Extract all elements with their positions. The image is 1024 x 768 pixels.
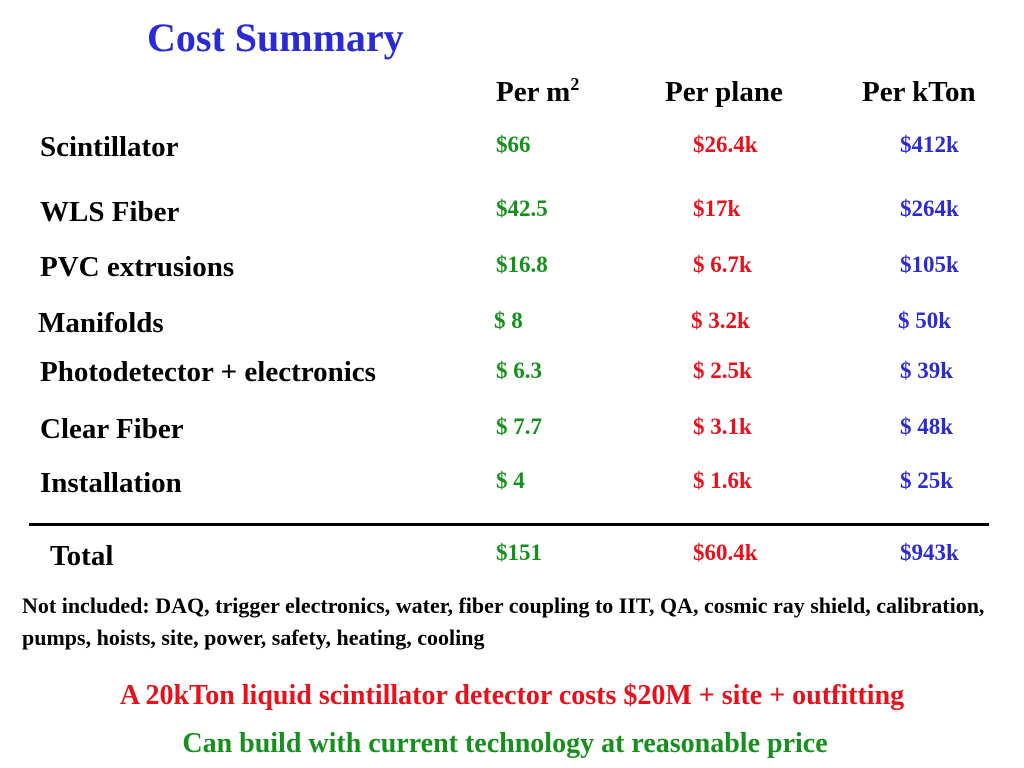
cell-wls-fiber-per-m2: $42.5 [496,196,548,221]
column-header-per-m2-superscript: 2 [570,74,580,94]
row-label-clear-fiber: Clear Fiber [40,413,184,445]
row-label-wls-fiber: WLS Fiber [40,196,180,228]
cell-photodetector-per-plane: $ 2.5k [693,358,752,383]
column-header-per-plane: Per plane [665,76,783,108]
cell-installation-per-plane: $ 1.6k [693,468,752,493]
cell-clear-fiber-per-m2: $ 7.7 [496,414,542,439]
cell-scintillator-per-kton: $412k [900,132,959,157]
summary-cost-statement: A 20kTon liquid scintillator detector co… [119,680,905,711]
page-title: Cost Summary [147,15,404,60]
cell-pvc-extrusions-per-m2: $16.8 [496,252,548,277]
summary-feasibility-statement: Can build with current technology at rea… [182,728,828,759]
cell-clear-fiber-per-kton: $ 48k [900,414,954,439]
cell-installation-per-kton: $ 25k [900,468,954,493]
cell-pvc-extrusions-per-plane: $ 6.7k [693,252,752,277]
cell-pvc-extrusions-per-kton: $105k [900,252,959,277]
cell-clear-fiber-per-plane: $ 3.1k [693,414,752,439]
column-header-per-m2-text: Per m [496,76,571,108]
cell-wls-fiber-per-plane: $17k [693,196,741,221]
cell-installation-per-m2: $ 4 [496,468,525,493]
cell-scintillator-per-plane: $26.4k [693,132,758,157]
total-divider-rule [29,523,989,526]
row-label-scintillator: Scintillator [40,131,179,163]
not-included-note: Not included: DAQ, trigger electronics, … [22,593,985,650]
cell-total-per-plane: $60.4k [693,540,758,565]
cell-manifolds-per-kton: $ 50k [898,308,952,333]
cell-scintillator-per-m2: $66 [496,132,531,157]
row-label-total: Total [50,540,114,572]
column-header-per-m2: Per m2 [496,74,580,109]
column-header-per-kton: Per kTon [862,76,976,108]
cell-photodetector-per-kton: $ 39k [900,358,954,383]
cell-total-per-kton: $943k [900,540,959,565]
cell-photodetector-per-m2: $ 6.3 [496,358,542,383]
row-label-photodetector-electronics: Photodetector + electronics [40,356,376,388]
row-label-installation: Installation [40,467,182,499]
cell-total-per-m2: $151 [496,540,542,565]
cell-manifolds-per-plane: $ 3.2k [691,308,750,333]
row-label-manifolds: Manifolds [38,307,164,339]
row-label-pvc-extrusions: PVC extrusions [40,251,235,283]
cell-manifolds-per-m2: $ 8 [494,308,523,333]
cell-wls-fiber-per-kton: $264k [900,196,959,221]
